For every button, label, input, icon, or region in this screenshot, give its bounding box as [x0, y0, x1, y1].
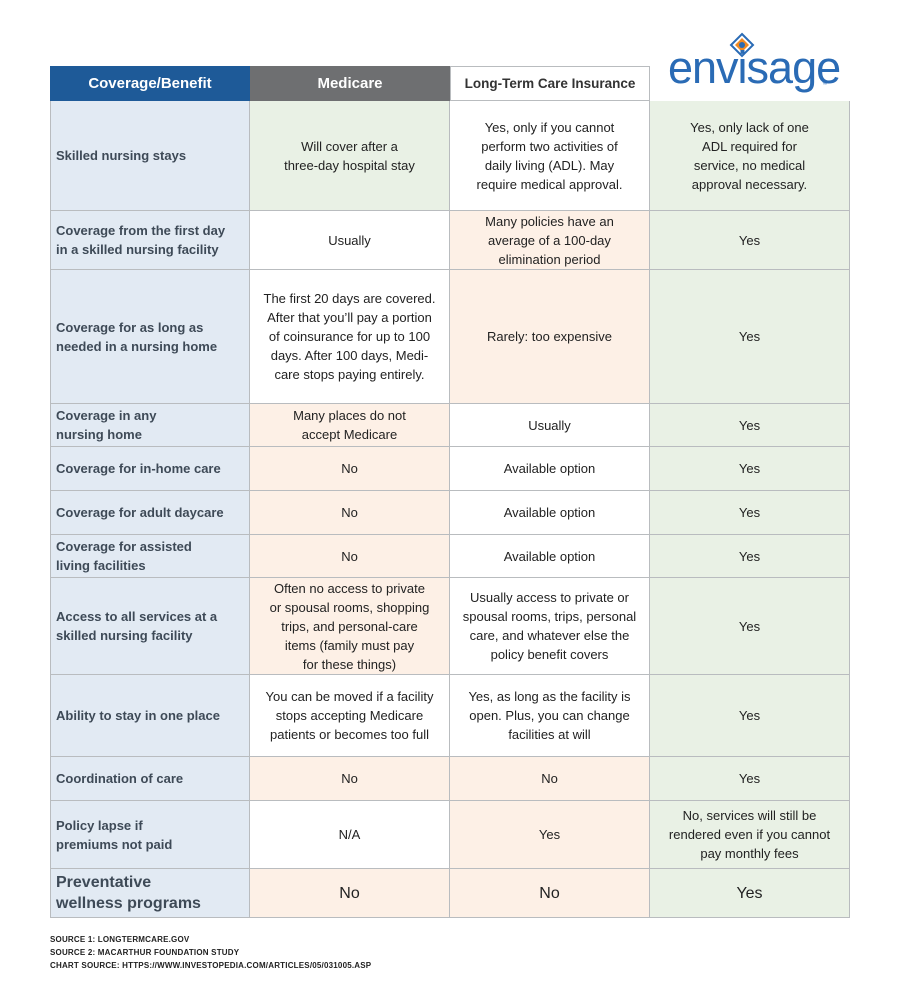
table-cell: No [250, 447, 450, 491]
table-cell: Many places do not accept Medicare [250, 404, 450, 447]
source-note: SOURCE 1: LONGTERMCARE.GOV [50, 935, 190, 944]
table-cell: Usually access to private or spousal roo… [450, 578, 650, 675]
table-cell: Yes [650, 270, 850, 404]
table-cell: Will cover after a three-day hospital st… [250, 101, 450, 211]
row-label: Coverage in any nursing home [50, 404, 250, 447]
table-cell: Usually [450, 404, 650, 447]
row-label: Coverage for in-home care [50, 447, 250, 491]
table-cell: No [250, 535, 450, 578]
logo-text: envisage [668, 42, 841, 93]
table-cell: Yes [650, 675, 850, 757]
table-cell: Usually [250, 211, 450, 270]
table-cell: No [450, 757, 650, 801]
table-cell: Yes, as long as the facility is open. Pl… [450, 675, 650, 757]
table-cell: Available option [450, 491, 650, 535]
source-note: CHART SOURCE: HTTPS://WWW.INVESTOPEDIA.C… [50, 961, 372, 970]
header-cell: Long-Term Care Insurance [450, 66, 650, 101]
row-label: Policy lapse if premiums not paid [50, 801, 250, 869]
source-note: SOURCE 2: MACARTHUR FOUNDATION STUDY [50, 948, 240, 957]
table-cell: N/A [250, 801, 450, 869]
table-cell: Yes [650, 491, 850, 535]
row-label: Coverage for assisted living facilities [50, 535, 250, 578]
table-cell: The first 20 days are covered. After tha… [250, 270, 450, 404]
table-cell: Available option [450, 535, 650, 578]
table-cell: Yes, only if you cannot perform two acti… [450, 101, 650, 211]
table-cell: Yes [650, 404, 850, 447]
table-cell: No, services will still be rendered even… [650, 801, 850, 869]
row-label: Access to all services at a skilled nurs… [50, 578, 250, 675]
logo-icon [729, 32, 755, 58]
row-label: Ability to stay in one place [50, 675, 250, 757]
row-label: Coverage from the first day in a skilled… [50, 211, 250, 270]
row-label: Coordination of care [50, 757, 250, 801]
table-cell: No [250, 757, 450, 801]
table-cell: Yes [450, 801, 650, 869]
logo-trademark: ™ [822, 82, 827, 88]
table-cell: You can be moved if a facility stops acc… [250, 675, 450, 757]
row-label: Coverage for adult daycare [50, 491, 250, 535]
table-cell: Yes [650, 535, 850, 578]
table-cell: Yes, only lack of one ADL required for s… [650, 101, 850, 211]
table-cell: Rarely: too expensive [450, 270, 650, 404]
table-cell: No [450, 869, 650, 918]
row-label: Coverage for as long as needed in a nurs… [50, 270, 250, 404]
table-cell: No [250, 491, 450, 535]
table-cell: No [250, 869, 450, 918]
row-label: Preventative wellness programs [50, 869, 250, 918]
table-cell: Yes [650, 211, 850, 270]
table-cell: Available option [450, 447, 650, 491]
table-cell: Often no access to private or spousal ro… [250, 578, 450, 675]
table-cell: Yes [650, 757, 850, 801]
row-label: Skilled nursing stays [50, 101, 250, 211]
header-cell: Medicare [250, 66, 450, 101]
table-cell: Many policies have an average of a 100-d… [450, 211, 650, 270]
header-cell: Coverage/Benefit [50, 66, 250, 101]
table-cell: Yes [650, 578, 850, 675]
table-cell: Yes [650, 869, 850, 918]
table-cell: Yes [650, 447, 850, 491]
